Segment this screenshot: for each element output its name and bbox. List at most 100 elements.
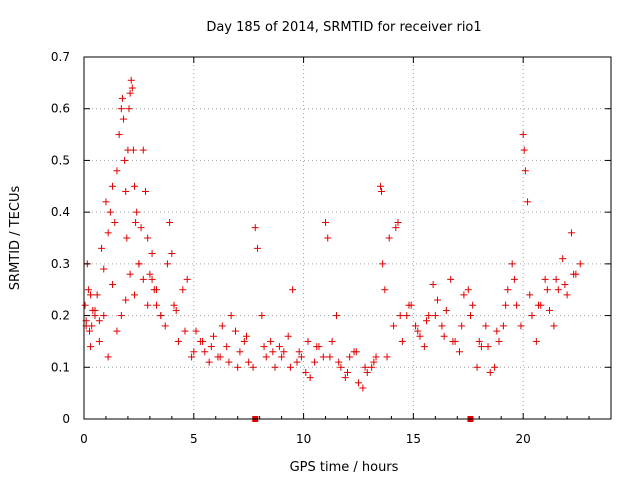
data-point <box>81 301 89 309</box>
data-point <box>262 353 270 361</box>
data-point <box>469 301 477 309</box>
data-point <box>447 275 455 283</box>
data-point <box>381 286 389 294</box>
data-point <box>190 348 198 356</box>
data-point <box>129 146 137 154</box>
data-point <box>567 229 575 237</box>
data-point <box>486 368 494 376</box>
x-tick-label: 0 <box>80 432 88 446</box>
grid-lines <box>84 57 611 419</box>
data-point <box>370 358 378 366</box>
data-point <box>109 281 117 289</box>
data-point <box>416 332 424 340</box>
data-point <box>109 182 117 190</box>
x-tick-label: 15 <box>406 432 421 446</box>
data-point <box>319 353 327 361</box>
data-point <box>346 353 354 361</box>
data-point <box>333 312 341 320</box>
data-point <box>117 105 125 113</box>
data-point <box>148 275 156 283</box>
data-point <box>412 322 420 330</box>
x-tick-label: 5 <box>190 432 198 446</box>
data-point <box>535 301 543 309</box>
data-point <box>166 218 174 226</box>
data-point <box>278 353 286 361</box>
data-point <box>396 312 404 320</box>
data-point <box>133 208 141 216</box>
data-point <box>117 312 125 320</box>
data-point <box>93 291 101 299</box>
data-point <box>302 368 310 376</box>
data-point <box>368 363 376 371</box>
data-point <box>284 332 292 340</box>
data-point <box>152 286 160 294</box>
data-point <box>236 348 244 356</box>
data-point <box>163 260 171 268</box>
data-point <box>385 234 393 242</box>
data-point <box>304 337 312 345</box>
data-point <box>414 327 422 335</box>
data-point <box>118 94 126 102</box>
data-point <box>519 131 527 139</box>
data-point <box>201 348 209 356</box>
data-point <box>168 250 176 258</box>
data-point <box>376 182 384 190</box>
data-point <box>438 322 446 330</box>
data-point <box>174 337 182 345</box>
data-point <box>289 286 297 294</box>
data-point <box>554 286 562 294</box>
data-point <box>170 301 178 309</box>
data-point <box>223 343 231 351</box>
data-point <box>179 286 187 294</box>
data-point <box>120 115 128 123</box>
data-point <box>232 327 240 335</box>
data-point <box>398 337 406 345</box>
data-point <box>466 312 474 320</box>
data-point <box>227 312 235 320</box>
data-point <box>102 198 110 206</box>
data-point <box>148 250 156 258</box>
data-point <box>100 312 108 320</box>
data-point <box>245 358 253 366</box>
data-point <box>526 291 534 299</box>
data-point <box>359 384 367 392</box>
data-point <box>392 224 400 232</box>
data-point <box>216 353 224 361</box>
data-point <box>521 167 529 175</box>
data-point <box>464 286 472 294</box>
data-point <box>192 327 200 335</box>
data-point <box>126 89 134 97</box>
data-point <box>91 306 99 314</box>
data-point <box>95 337 103 345</box>
y-tick-label: 0.1 <box>51 360 70 374</box>
data-point <box>181 327 189 335</box>
data-point <box>127 76 135 84</box>
data-point <box>100 265 108 273</box>
data-point <box>508 260 516 268</box>
data-point <box>528 312 536 320</box>
chart-title: Day 185 of 2014, SRMTID for receiver rio… <box>206 20 481 35</box>
data-point <box>275 343 283 351</box>
data-point <box>249 363 257 371</box>
data-point <box>139 146 147 154</box>
data-point <box>434 296 442 304</box>
data-point <box>563 291 571 299</box>
data-point <box>132 218 140 226</box>
data-point <box>131 291 139 299</box>
y-tick-labels: 0 0.1 0.2 0.3 0.4 0.5 0.6 0.7 <box>51 50 70 426</box>
x-tick-labels: 0 5 10 15 20 <box>80 432 531 446</box>
data-point <box>570 270 578 278</box>
data-point <box>161 322 169 330</box>
data-point <box>306 374 314 382</box>
data-point <box>517 322 525 330</box>
data-point <box>313 343 321 351</box>
data-point <box>429 281 437 289</box>
data-point <box>504 286 512 294</box>
data-point <box>139 275 147 283</box>
data-point <box>141 187 149 195</box>
data-point <box>559 255 567 263</box>
axis-ticks <box>83 56 611 420</box>
data-point <box>363 368 371 376</box>
data-point <box>499 322 507 330</box>
